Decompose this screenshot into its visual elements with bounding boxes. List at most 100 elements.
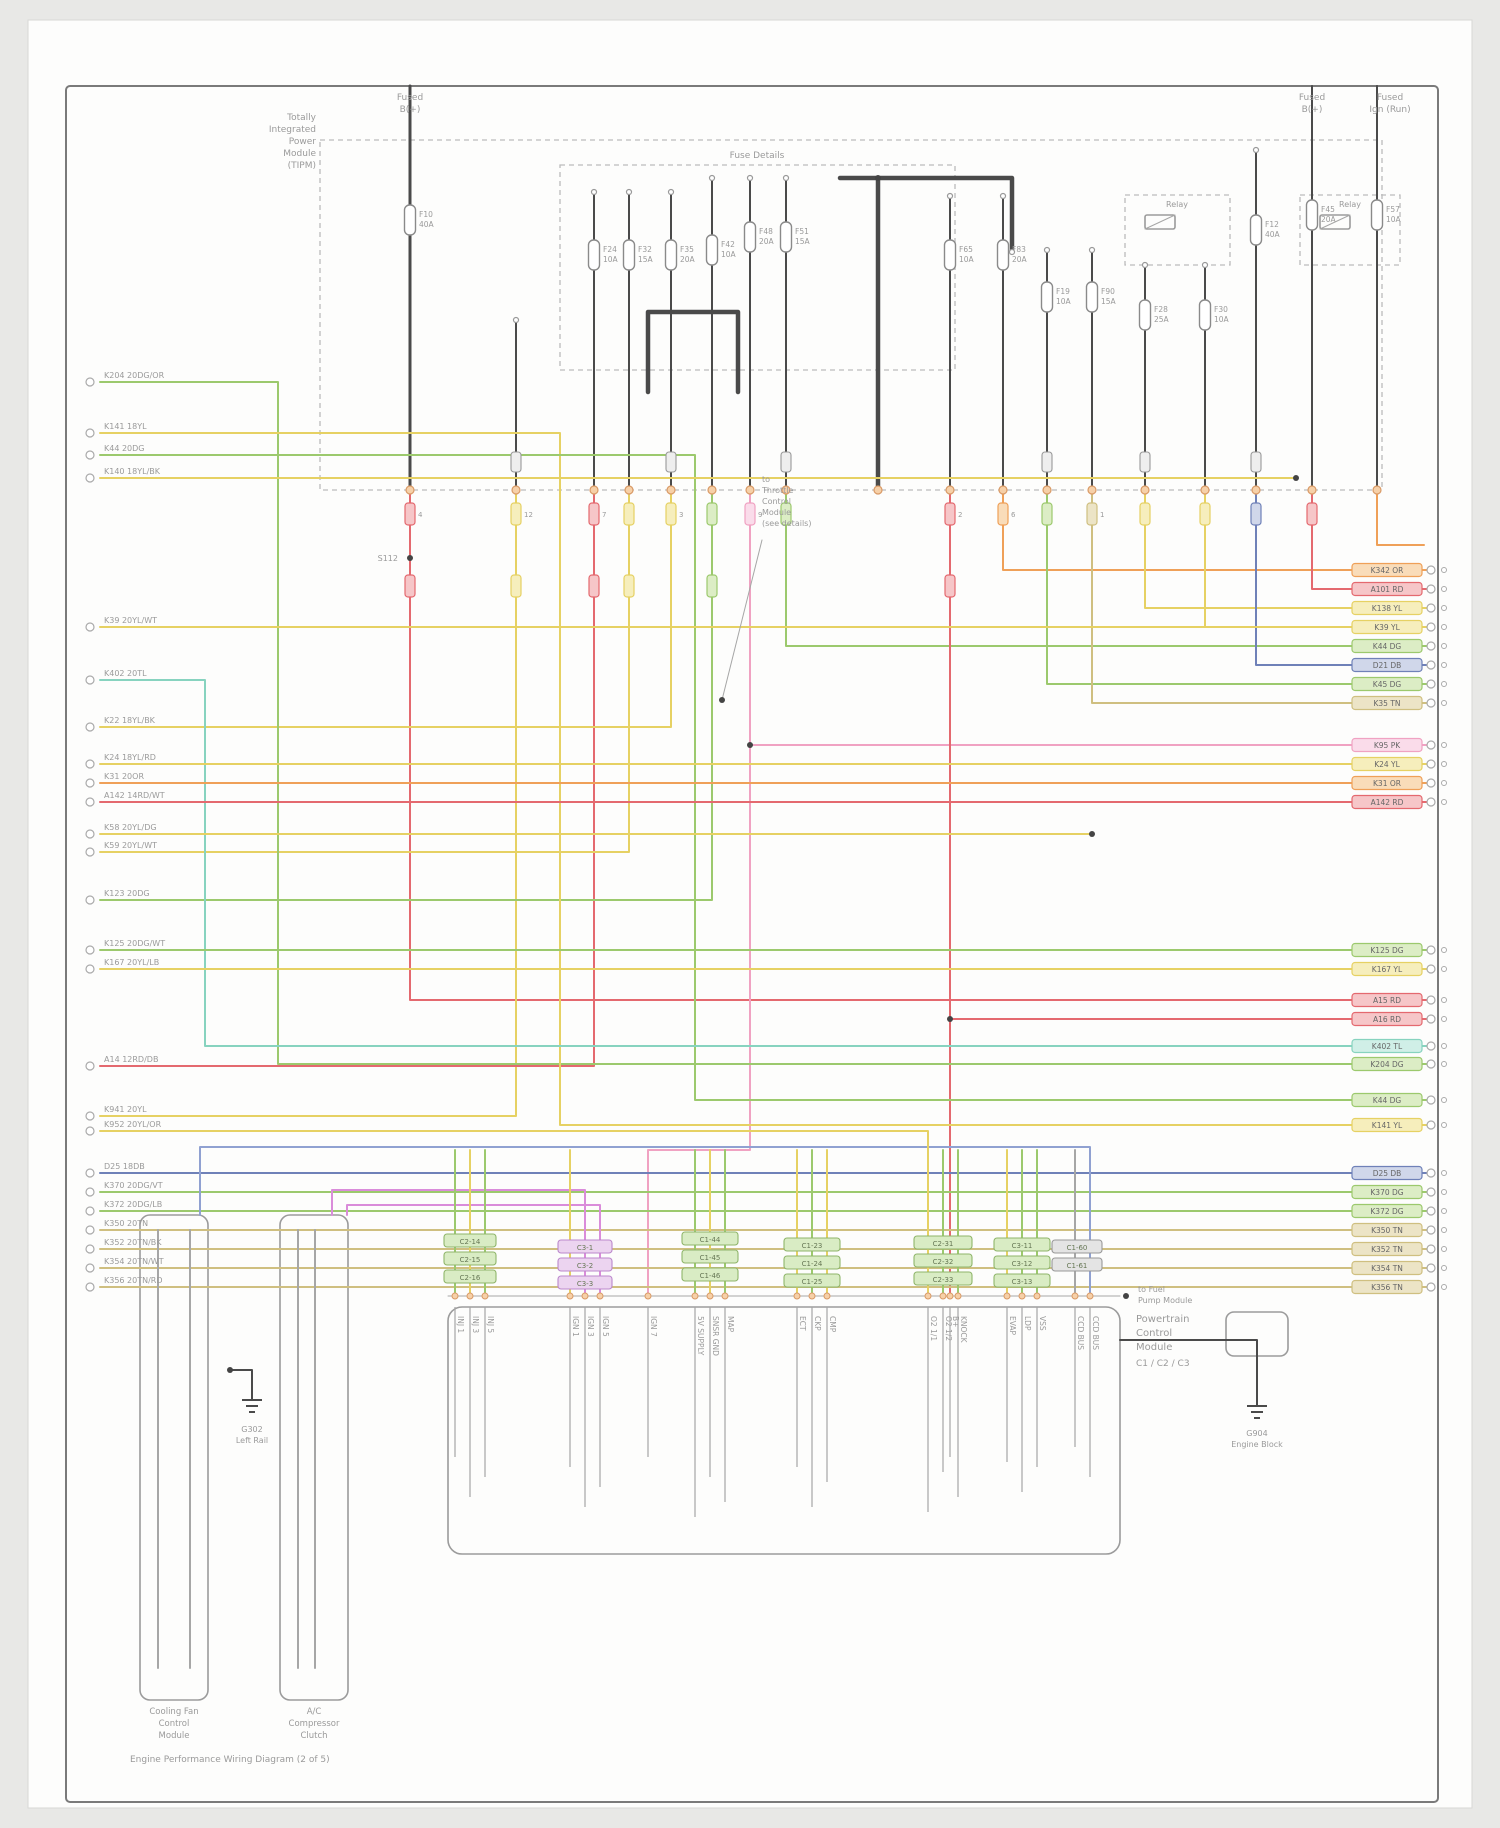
right-wire-code-box (1351, 1241, 1423, 1257)
pcm-terminal (1033, 1292, 1041, 1300)
fuse (996, 239, 1010, 271)
right-wire-terminal (1426, 740, 1436, 750)
bus-terminal (745, 485, 755, 495)
wire (1319, 214, 1351, 230)
diagram-text: S112 (378, 554, 398, 563)
fuse (1370, 199, 1384, 231)
bus-terminal (589, 485, 599, 495)
dots-layer (227, 146, 1382, 1373)
wire-origin-terminal (708, 174, 716, 182)
wire-origin-terminal (1043, 246, 1051, 254)
right-wire-terminal-outer (1441, 1189, 1447, 1195)
right-wire-code-box (1351, 657, 1423, 673)
bundle-connector-label: C1-60 (1067, 1244, 1088, 1252)
left-wire-terminal (85, 945, 95, 955)
right-wire-terminal-outer (1441, 1284, 1447, 1290)
pcm-terminal (939, 1292, 947, 1300)
right-wire-code-label: K44 DG (1373, 1096, 1402, 1105)
left-wire-code-label: K402 20TL (104, 669, 147, 678)
right-wire-terminal-outer (1441, 742, 1447, 748)
pcm-terminal (581, 1292, 589, 1300)
right-wire-code-box (1351, 961, 1423, 977)
pcm-terminal (481, 1292, 489, 1300)
pcm-terminal (1086, 1292, 1094, 1300)
inline-connector (404, 574, 416, 598)
right-wire-code-label: K204 DG (1370, 1060, 1403, 1069)
wire-origin-terminal (625, 188, 633, 196)
right-wire-code-label: K138 YL (1372, 604, 1403, 613)
right-wire-code-label: K95 PK (1374, 741, 1401, 750)
diagram-text: Ign (Run) (1369, 105, 1410, 115)
wire (1046, 489, 1353, 685)
wire (99, 489, 517, 1117)
wire-origin-terminal (512, 316, 520, 324)
inline-connector (623, 574, 635, 598)
diagram-text: B(+) (1302, 105, 1323, 115)
bundle-connector-label: C1-46 (700, 1272, 721, 1280)
pcm-terminal (924, 1292, 932, 1300)
right-wire-code-label: K24 YL (1374, 760, 1400, 769)
pcm-terminal (644, 1292, 652, 1300)
diagram-text: Control (159, 1719, 190, 1729)
fuse (403, 204, 417, 236)
bus-terminal (1042, 485, 1052, 495)
right-wire-code-box (1351, 1203, 1423, 1219)
wire (229, 1369, 253, 1401)
wire-origin-terminal (590, 188, 598, 196)
right-wire-terminal-outer (1441, 780, 1447, 786)
pcm-pin-label: ECT (798, 1316, 807, 1331)
right-wire-code-label: K45 DG (1373, 680, 1402, 689)
diagram-text: G904 (1246, 1429, 1267, 1438)
pcm-pins-layer: INJ 1 INJ 3 INJ 5 IGN 1 IGN 3 IGN 5 IGN 7 5V SU… (454, 1307, 1100, 1517)
inline-connector (1086, 502, 1098, 526)
text-layer: Totally Integrated Power Module (TIPM) Fused B… (130, 93, 1411, 1765)
diagram-text: Integrated (269, 125, 316, 135)
right-wire-terminal-outer (1441, 1043, 1447, 1049)
splice-dot (1123, 1293, 1129, 1299)
bus-terminal (1140, 485, 1150, 495)
right-wire-code-label: K342 OR (1371, 566, 1404, 575)
pcm-terminal (946, 1292, 954, 1300)
bundle-connector (443, 1269, 497, 1284)
diagram-text: Control (762, 497, 791, 506)
diagram-text: Left Rail (236, 1436, 268, 1445)
wire-origin-terminal (946, 192, 954, 200)
wire (99, 489, 672, 728)
inline-connector (744, 502, 756, 526)
fuse-id-label: F51 (795, 227, 809, 236)
right-wire-code-box (1351, 1184, 1423, 1200)
right-wire-code-box (1351, 1279, 1423, 1295)
right-wire-terminal-outer (1441, 1208, 1447, 1214)
wire (785, 489, 1353, 647)
right-wire-code-label: K31 OR (1373, 779, 1401, 788)
diagram-text: Pump Module (1138, 1296, 1192, 1305)
bundle-connector (557, 1275, 613, 1290)
diagram-text: Fuse Details (730, 151, 785, 161)
left-wire-code-label: K141 18YL (104, 422, 147, 431)
left-wire-terminal (85, 1187, 95, 1197)
right-wire-code-box (1351, 942, 1423, 958)
left-wire-terminal (85, 1111, 95, 1121)
left-wire-terminal (85, 1126, 95, 1136)
right-wire-code-label: K35 TN (1373, 699, 1400, 708)
pcm-terminal (566, 1292, 574, 1300)
right-wire-code-box (1351, 600, 1423, 616)
left-wire-code-label: K123 20DG (104, 889, 150, 898)
left-wire-terminal (85, 847, 95, 857)
right-wire-code-box (1351, 1092, 1423, 1108)
bundle-connector-label: C2-15 (460, 1256, 481, 1264)
bundle-connector (993, 1237, 1051, 1252)
wire-origin-terminal (1201, 261, 1209, 269)
pcm-terminal (1071, 1292, 1079, 1300)
right-wire-terminal-outer (1441, 1016, 1447, 1022)
pcm-pin-label: INJ 3 (471, 1316, 480, 1333)
fuse-id-label: F57 (1386, 205, 1400, 214)
right-wire-terminal-outer (1441, 1246, 1447, 1252)
diagram-text: Power (289, 137, 317, 147)
fuse-amp-label: 15A (638, 255, 654, 264)
fuse (664, 239, 678, 271)
diagram-text: C1 / C2 / C3 (1136, 1359, 1190, 1369)
right-wire-terminal-outer (1441, 605, 1447, 611)
diagram-text: Throttle (761, 486, 793, 495)
left-wire-terminal (85, 473, 95, 483)
